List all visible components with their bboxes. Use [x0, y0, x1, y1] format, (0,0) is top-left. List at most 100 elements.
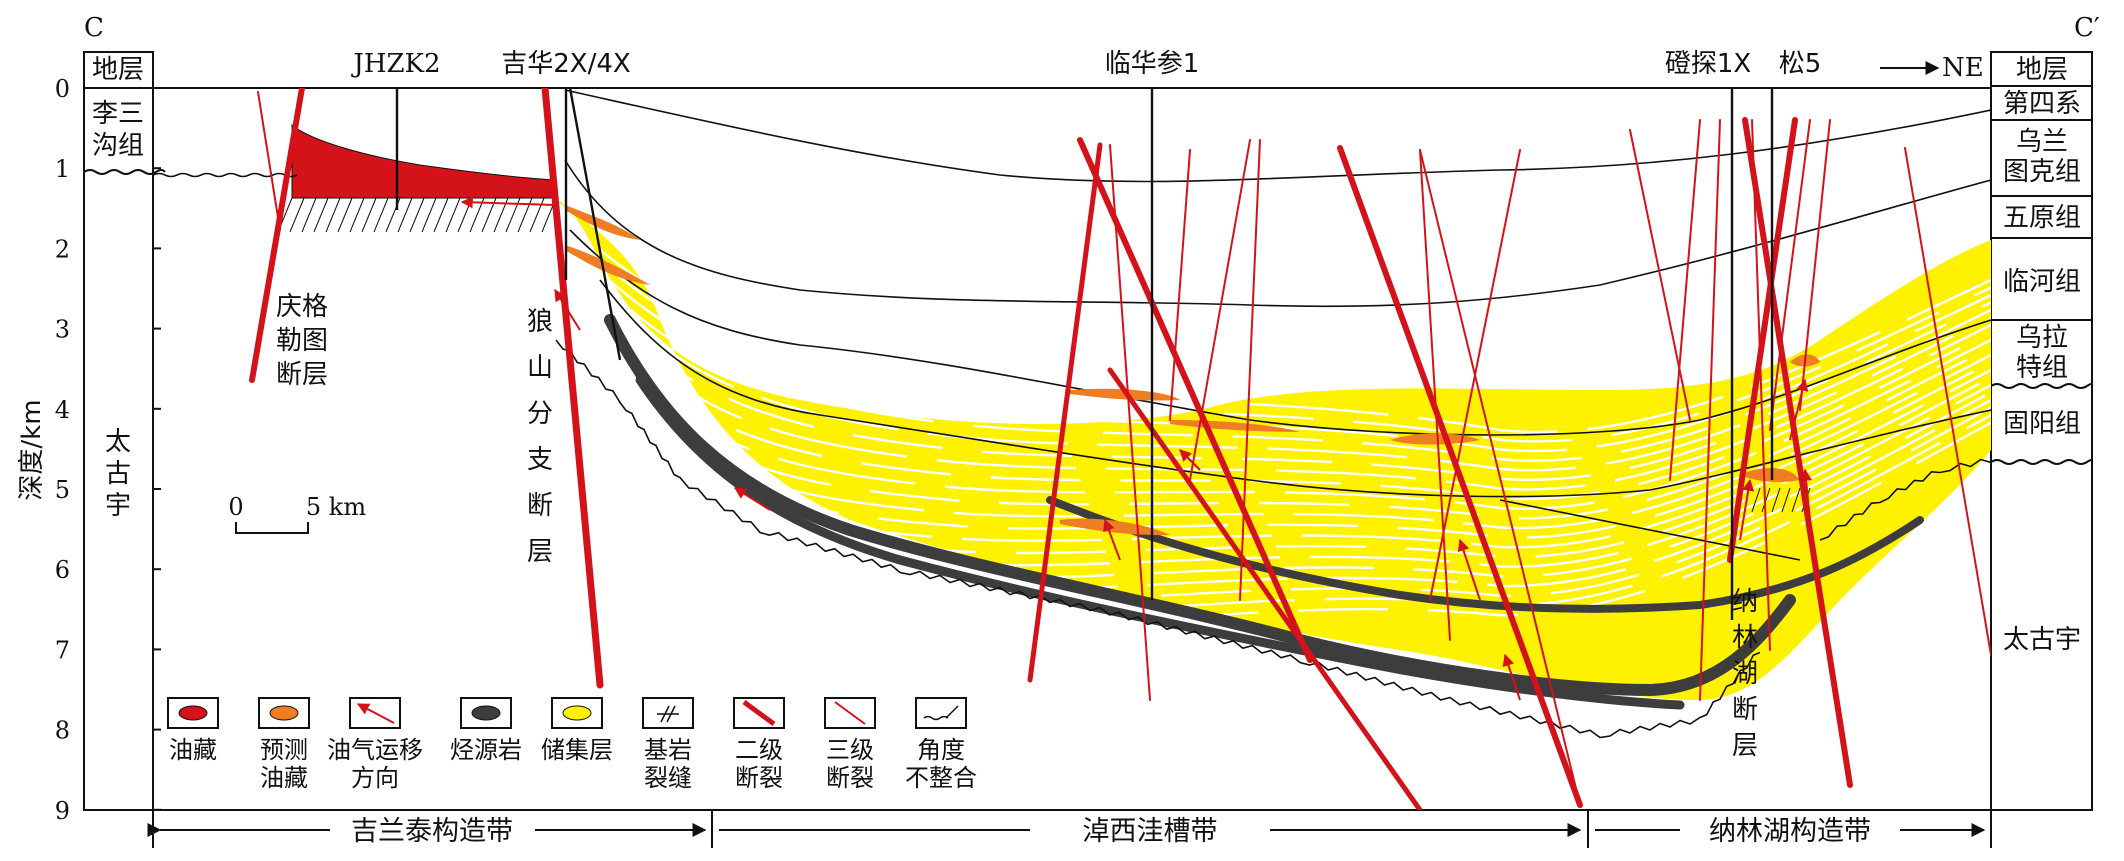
- right-unit-guyang: 固阳组: [2003, 409, 2081, 439]
- fracture-hatch-line: [1781, 487, 1791, 513]
- reservoir-stripe: [608, 279, 1991, 453]
- fracture-hatch-line: [337, 197, 353, 233]
- section-end-label: C′: [2074, 13, 2100, 43]
- well-label-jhzk2: JHZK2: [350, 49, 440, 79]
- reservoir-stripe: [621, 316, 1991, 481]
- legend-label-unconf: 角度不整合: [905, 736, 977, 792]
- legend-symbol-predicted: [269, 705, 299, 721]
- legend-label-predicted: 预测油藏: [260, 736, 308, 792]
- left-stratigraphic-column: 地层 李三沟组 太古宇: [83, 51, 166, 811]
- y-tick-label: 6: [55, 556, 70, 584]
- zone-naoxi: 淖西洼槽带: [1083, 816, 1218, 847]
- fracture-hatch-line: [445, 197, 461, 233]
- migration-arrows: [460, 196, 1813, 701]
- fracture-hatch-line: [1761, 487, 1771, 513]
- y-tick-label: 3: [55, 316, 70, 344]
- right-unit-wuyuan: 五原组: [2003, 203, 2081, 233]
- north-east-arrow: NE: [1880, 53, 1984, 83]
- right-unit-wulate: 乌拉特组: [2016, 323, 2068, 383]
- reservoir-stripe: [626, 323, 1991, 491]
- reservoir-stripe: [639, 346, 1991, 520]
- depth-axis: 深度/km 0 1 2 3 4 5 6 7 8 9: [17, 75, 161, 825]
- reservoir-stripe: [603, 264, 1991, 443]
- legend-swatch-fracture: [642, 697, 694, 729]
- y-tick-label: 9: [55, 797, 70, 825]
- predicted-oil-lenses: [565, 205, 1820, 536]
- y-tick-label: 2: [55, 235, 70, 263]
- scale-length: 5 km: [306, 493, 366, 521]
- left-column-header: 地层: [92, 55, 144, 85]
- well-label-dengtan1x: 磴探1X: [1665, 49, 1751, 79]
- y-tick-label: 0: [55, 75, 70, 103]
- well-label-song5: 松5: [1779, 49, 1822, 79]
- reservoir-stripe: [657, 376, 1991, 559]
- legend-label-reservoir: 储集层: [541, 736, 613, 764]
- fracture-hatch-line: [313, 197, 329, 233]
- fault-langshan: [541, 88, 604, 689]
- fracture-hatch-line: [301, 197, 317, 233]
- legend-symbol-fault3: [834, 701, 866, 725]
- legend-symbol-migration: [356, 703, 395, 724]
- zone-strip: 吉兰泰构造带 淖西洼槽带 纳林湖构造带: [147, 810, 1992, 848]
- source-rock-bands: [604, 314, 1924, 710]
- fracture-hatch-line: [361, 197, 377, 233]
- fault-label-qinggeletu: 庆格勒图断层: [276, 292, 328, 390]
- right-unit-archean: 太古宇: [2003, 625, 2081, 655]
- fracture-hatch-line: [373, 197, 389, 233]
- fracture-hatch-line: [529, 197, 545, 233]
- scale-zero: 0: [228, 493, 243, 521]
- right-unit-wulantuke: 乌兰图克组: [2003, 127, 2081, 187]
- fault-label-nalinhu: 纳林湖断层: [1732, 587, 1758, 761]
- legend-symbol-unconf: [923, 705, 959, 721]
- fracture-hatch-line: [421, 197, 437, 233]
- reservoir-stripe: [670, 398, 1991, 592]
- reservoir-stripe: [679, 413, 1991, 617]
- y-tick-label: 7: [55, 636, 70, 664]
- reservoir-stripe: [612, 294, 1991, 462]
- right-unit-linhe: 临河组: [2003, 267, 2081, 297]
- fracture-hatch-line: [397, 197, 413, 233]
- right-unit-quaternary: 第四系: [2003, 89, 2081, 119]
- zone-nalinhu: 纳林湖构造带: [1709, 816, 1871, 847]
- reservoir-stripe: [666, 391, 1991, 579]
- left-unit-archean: 太古宇: [105, 427, 131, 521]
- reservoir-stripe: [675, 406, 1991, 604]
- right-stratigraphic-column: 地层 第四系 乌兰图克组 五原组 临河组 乌拉特组 固阳组 太古宇: [1990, 51, 2094, 811]
- fracture-hatch-line: [469, 197, 485, 233]
- fracture-hatch-line: [1771, 487, 1781, 513]
- fracture-hatch-line: [289, 197, 305, 233]
- oil-reservoir-wedge: [291, 123, 557, 199]
- legend-label-fault3: 三级断裂: [826, 736, 874, 792]
- y-tick-label: 4: [55, 396, 70, 424]
- y-tick-label: 8: [55, 717, 70, 745]
- direction-label: NE: [1942, 53, 1984, 83]
- section-body: [153, 88, 1991, 810]
- y-tick-label: 5: [55, 476, 70, 504]
- reservoir-stripe: [599, 249, 1991, 434]
- fracture-hatch-line: [433, 197, 449, 233]
- fracture-hatch-line: [409, 197, 425, 233]
- y-tick-label: 1: [55, 155, 70, 183]
- legend-symbol-oil: [178, 705, 208, 721]
- legend-symbol-fracture: [657, 705, 679, 723]
- well-label-linhuacan1: 临华参1: [1105, 49, 1200, 79]
- legend-label-fault2: 二级断裂: [735, 736, 783, 792]
- fracture-hatch-line: [349, 197, 365, 233]
- fracture-hatch-line: [1791, 487, 1801, 513]
- legend-label-migration: 油气运移方向: [327, 736, 423, 792]
- scale-bar: 0 5 km: [228, 493, 366, 534]
- well-label-jihua2x: 吉华2X/4X: [501, 49, 630, 79]
- fault-label-langshan: 狼山分支断层: [527, 307, 553, 567]
- legend-label-oil: 油藏: [169, 736, 217, 764]
- legend-label-source: 烃源岩: [450, 736, 522, 764]
- left-unit-lisangou: 李三沟组: [92, 99, 144, 161]
- legend-symbol-source: [471, 705, 501, 721]
- faults: [249, 88, 1991, 810]
- legend-label-fracture: 基岩裂缝: [644, 736, 692, 792]
- wells: [395, 87, 1774, 620]
- reservoir-stripe: [684, 421, 1991, 630]
- legend-symbol-fault2: [742, 699, 776, 727]
- zone-jilantai: 吉兰泰构造带: [351, 816, 513, 847]
